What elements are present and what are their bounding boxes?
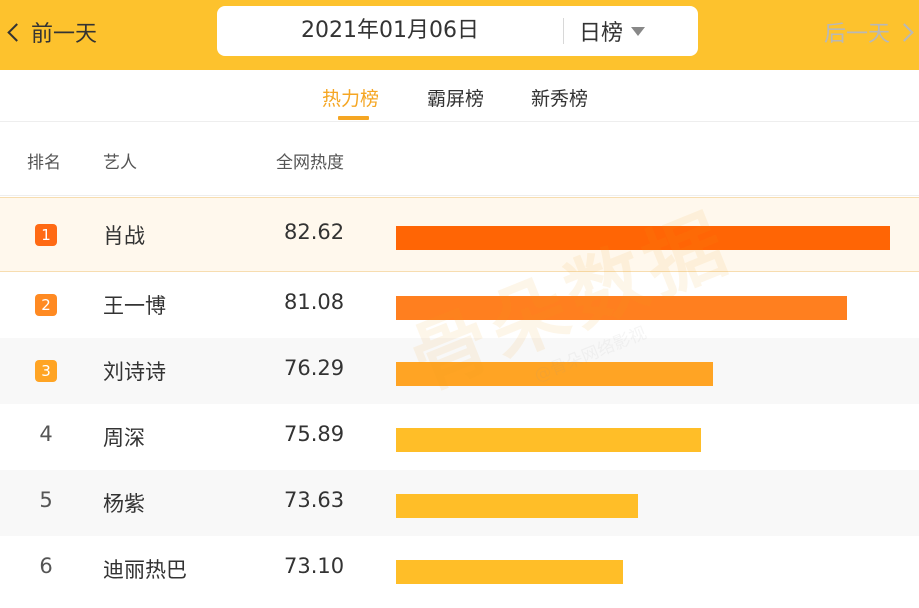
table-row[interactable]: 3 刘诗诗 76.29	[0, 338, 919, 404]
tab-newcomer[interactable]: 新秀榜	[531, 88, 589, 110]
table-row[interactable]: 5 杨紫 73.63	[0, 470, 919, 536]
rank-number: 2	[35, 294, 57, 316]
artist-name[interactable]: 杨紫	[103, 492, 145, 516]
rank-number: 3	[35, 360, 57, 382]
date-selector[interactable]: 2021年01月06日 日榜	[217, 6, 698, 56]
column-artist: 艺人	[103, 153, 137, 173]
heat-bar	[396, 428, 701, 452]
prev-day-label: 前一天	[31, 22, 98, 47]
divider	[563, 18, 564, 44]
heat-score: 73.63	[284, 488, 345, 512]
table-row[interactable]: 6 迪丽热巴 73.10	[0, 536, 919, 602]
caret-down-icon	[631, 26, 646, 36]
heat-bar	[396, 494, 638, 518]
artist-name[interactable]: 刘诗诗	[103, 360, 166, 384]
tab-dominance[interactable]: 霸屏榜	[427, 88, 485, 110]
column-rank: 排名	[27, 153, 61, 173]
table-row[interactable]: 2 王一博 81.08	[0, 272, 919, 338]
chevron-left-icon	[7, 22, 26, 42]
rank-number: 1	[35, 224, 57, 246]
table-header: 排名 艺人 全网热度	[0, 122, 919, 196]
next-day-label: 后一天	[823, 22, 890, 47]
rank-number: 6	[39, 554, 53, 578]
heat-score: 76.29	[284, 356, 345, 380]
artist-name[interactable]: 迪丽热巴	[103, 558, 187, 582]
chart-tabs: 热力榜 霸屏榜 新秀榜	[0, 70, 919, 122]
chevron-right-icon	[895, 22, 914, 42]
period-dropdown[interactable]: 日榜	[579, 6, 646, 56]
prev-day-button[interactable]: 前一天	[4, 17, 97, 47]
heat-score: 81.08	[284, 290, 345, 314]
heat-score: 73.10	[284, 554, 345, 578]
tab-heat[interactable]: 热力榜	[322, 88, 380, 110]
heat-bar	[396, 226, 890, 250]
artist-name[interactable]: 王一博	[103, 294, 166, 318]
date-display[interactable]: 2021年01月06日	[301, 18, 479, 43]
next-day-button[interactable]: 后一天	[824, 17, 917, 47]
table-row[interactable]: 4 周深 75.89	[0, 404, 919, 470]
heat-score: 82.62	[284, 220, 345, 244]
artist-name[interactable]: 周深	[103, 426, 145, 450]
heat-bar	[396, 362, 713, 386]
rank-number: 5	[39, 488, 53, 512]
rank-number: 4	[39, 422, 53, 446]
heat-score: 75.89	[284, 422, 345, 446]
table-row[interactable]: 1 肖战 82.62	[0, 197, 919, 272]
heat-bar	[396, 560, 623, 584]
heat-bar	[396, 296, 847, 320]
active-tab-indicator	[338, 116, 369, 120]
artist-name[interactable]: 肖战	[103, 224, 145, 248]
period-label: 日榜	[579, 21, 624, 46]
top-bar: 前一天 2021年01月06日 日榜 后一天	[0, 0, 919, 70]
column-heat: 全网热度	[276, 153, 344, 173]
